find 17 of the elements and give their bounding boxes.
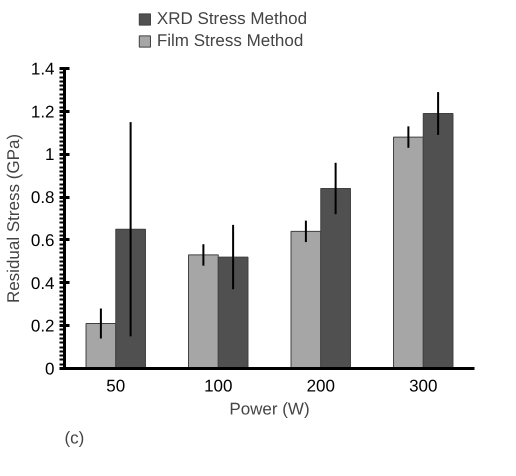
y-tick-label: 1.4 [30, 60, 55, 78]
x-tick-label: 50 [106, 376, 126, 396]
y-tick-label: 0.2 [30, 316, 55, 336]
y-tick-label: 0.6 [30, 230, 55, 250]
x-tick-label: 200 [306, 376, 335, 396]
x-tick-label: 100 [204, 376, 232, 396]
text: (c) [64, 428, 84, 448]
y-tick-label: 0 [45, 360, 55, 378]
y-tick-label: 1.2 [30, 102, 55, 122]
y-tick-label: 0.8 [30, 188, 55, 208]
legend-label: XRD Stress Method [156, 9, 308, 29]
legend-label: Film Stress Method [156, 31, 304, 51]
y-axis-title: Residual Stress (GPa) [4, 134, 23, 304]
y-tick-label: 1 [45, 145, 55, 164]
x-tick-label: 300 [409, 376, 438, 396]
x-axis-title: Power (W) [229, 400, 310, 418]
y-tick-label: 0.4 [30, 274, 55, 293]
